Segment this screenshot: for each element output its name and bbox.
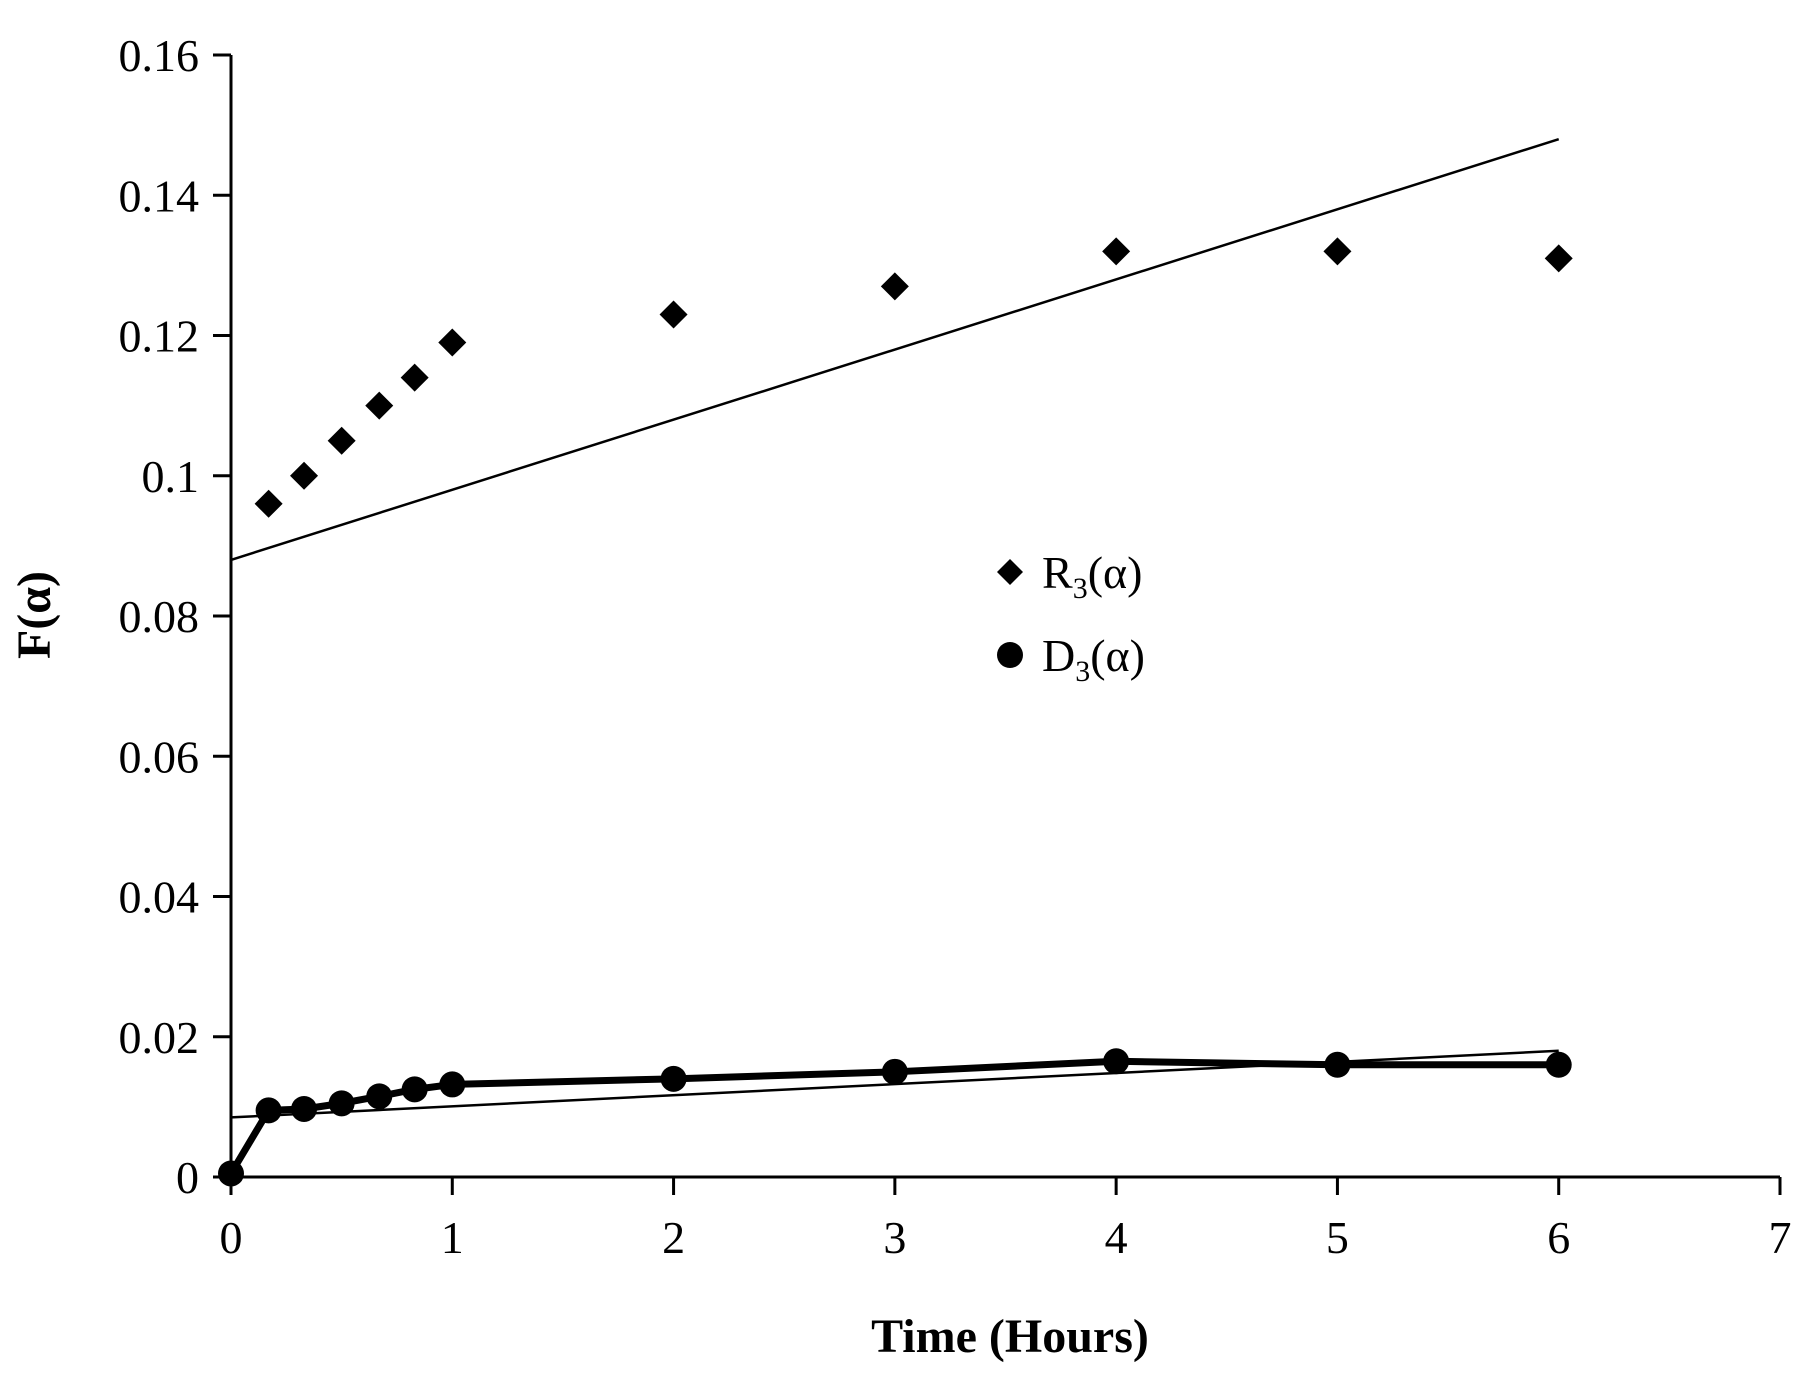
x-axis-title: Time (Hours) bbox=[871, 1310, 1149, 1363]
x-tick-label: 7 bbox=[1769, 1212, 1792, 1263]
d3-point bbox=[401, 1076, 428, 1103]
legend: R3(α) D3(α) bbox=[997, 547, 1145, 688]
r3-point bbox=[880, 272, 909, 301]
axes: 0 0.02 0.04 0.06 0.08 0.1 0.12 0.14 0.16 0 1 2 3 4 5 6 7 bbox=[119, 30, 1792, 1263]
markers bbox=[218, 237, 1573, 1187]
r3-trendline bbox=[230, 137, 1560, 562]
legend-r3-marker bbox=[997, 559, 1023, 585]
r3-point bbox=[1323, 237, 1352, 266]
r3-point bbox=[659, 300, 688, 329]
d3-point bbox=[291, 1095, 318, 1122]
r3-point bbox=[365, 391, 394, 420]
r3-point bbox=[1544, 244, 1573, 273]
d3-point bbox=[255, 1097, 282, 1124]
y-tick-label: 0.14 bbox=[119, 170, 200, 221]
y-tick-label: 0 bbox=[176, 1152, 199, 1203]
legend-d3-label: D3(α) bbox=[1042, 630, 1145, 688]
d3-point bbox=[881, 1058, 908, 1085]
legend-d3-marker bbox=[997, 642, 1023, 668]
y-tick-label: 0.08 bbox=[119, 591, 200, 642]
d3-point bbox=[218, 1160, 244, 1187]
y-axis-title: F(α) bbox=[8, 571, 61, 659]
y-tick-label: 0.1 bbox=[142, 451, 200, 502]
r3-point bbox=[290, 461, 319, 490]
r3-point bbox=[1102, 237, 1131, 266]
d3-point bbox=[366, 1083, 393, 1110]
y-tick-label: 0.04 bbox=[119, 872, 200, 923]
x-tick-label: 2 bbox=[662, 1212, 685, 1263]
r3-point bbox=[438, 328, 467, 357]
x-tick-label: 6 bbox=[1547, 1212, 1570, 1263]
x-tick-label: 5 bbox=[1326, 1212, 1349, 1263]
y-tick-label: 0.02 bbox=[119, 1012, 200, 1063]
r3-point bbox=[254, 489, 283, 518]
x-tick-label: 4 bbox=[1105, 1212, 1128, 1263]
y-tick-label: 0.06 bbox=[119, 731, 200, 782]
y-tick-label: 0.12 bbox=[119, 311, 200, 362]
legend-r3-label: R3(α) bbox=[1042, 547, 1142, 605]
d3-point bbox=[1103, 1048, 1130, 1075]
r3-point bbox=[400, 363, 429, 392]
r3-point bbox=[327, 426, 356, 455]
x-tick-label: 0 bbox=[220, 1212, 243, 1263]
d3-point bbox=[660, 1065, 687, 1092]
d3-point bbox=[439, 1071, 466, 1098]
x-tick-label: 1 bbox=[441, 1212, 464, 1263]
d3-point bbox=[1324, 1051, 1351, 1078]
d3-point bbox=[1545, 1051, 1572, 1078]
y-tick-label: 0.16 bbox=[119, 30, 200, 81]
x-tick-label: 3 bbox=[883, 1212, 906, 1263]
d3-point bbox=[328, 1090, 355, 1117]
